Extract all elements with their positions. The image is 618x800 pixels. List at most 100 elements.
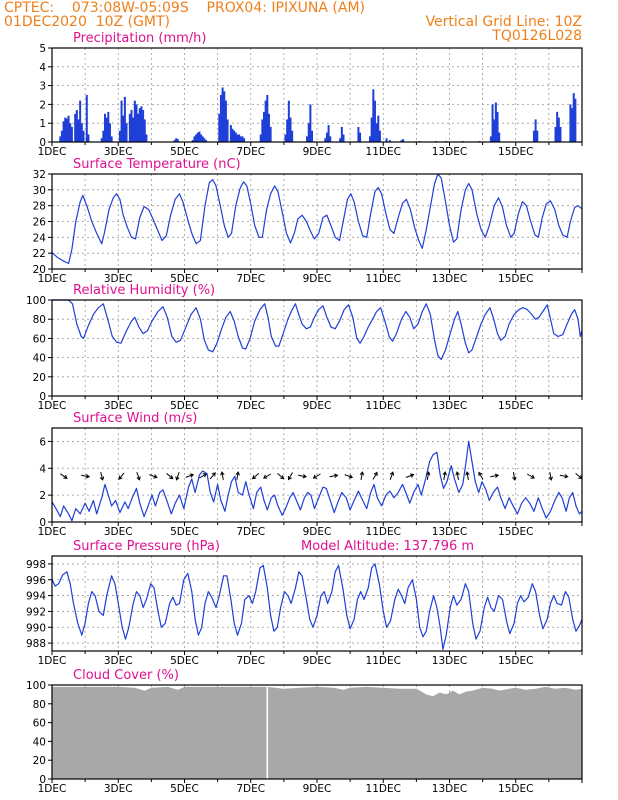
temperature-line <box>51 173 583 265</box>
wind-arrow <box>209 472 216 480</box>
precipitation-bar <box>372 89 375 142</box>
temperature-frame <box>51 173 583 270</box>
precipitation-bar <box>132 117 135 142</box>
precipitation-bar <box>359 132 362 142</box>
precipitation-bar <box>291 130 294 142</box>
precipitation-bar <box>238 134 241 142</box>
precipitation-bar <box>311 130 314 142</box>
wind-arrow <box>118 472 125 480</box>
humidity-ytick-label: 40 <box>33 353 46 365</box>
wind-arrow <box>575 473 583 480</box>
temperature-xtick-label: 11DEC <box>366 273 401 285</box>
precipitation-bar <box>496 111 499 142</box>
pressure-ytick-label: 998 <box>26 559 46 571</box>
precipitation-bar <box>118 130 121 142</box>
wind-xtick-label: 11DEC <box>366 526 401 538</box>
precipitation-bar <box>102 130 105 142</box>
cloud-xtick-label: 3DEC <box>104 783 133 795</box>
temperature-xtick-label: 1DEC <box>38 273 67 285</box>
wind-arrow <box>372 471 378 480</box>
precipitation-bar <box>65 118 68 142</box>
precipitation-bar <box>224 100 227 142</box>
wind-ytick-label: 0 <box>39 517 46 529</box>
precipitation-bar <box>264 100 267 142</box>
humidity-xtick-label: 13DEC <box>432 400 467 412</box>
wind-xtick-label: 9DEC <box>303 526 332 538</box>
wind-arrow <box>490 473 500 478</box>
wind-arrow <box>175 472 180 481</box>
precipitation-bar <box>137 113 140 142</box>
precipitation-bar <box>60 130 63 142</box>
cloud-ytick-label: 40 <box>33 736 46 748</box>
precipitation-bar <box>221 87 224 142</box>
precipitation-bar <box>226 119 229 142</box>
wind-xtick-label: 1DEC <box>38 526 67 538</box>
wind-arrow <box>199 473 208 479</box>
precipitation-bar <box>287 100 290 142</box>
cloud-area <box>52 686 582 779</box>
precipitation-bar <box>269 126 272 142</box>
precipitation-bar <box>74 113 77 142</box>
precipitation-bar <box>286 119 289 142</box>
humidity-xtick-label: 7DEC <box>236 400 265 412</box>
precipitation-bar <box>195 134 198 142</box>
precipitation-bar <box>241 136 244 142</box>
pressure-ytick-label: 994 <box>26 591 46 603</box>
precipitation-bar <box>67 115 70 142</box>
wind-ytick-label: 6 <box>39 436 46 448</box>
wind-xtick-label: 7DEC <box>236 526 265 538</box>
precipitation-bar <box>107 111 110 142</box>
precipitation-bar <box>388 140 391 142</box>
precipitation-bar <box>108 123 111 142</box>
humidity-panel: Relative Humidity (%) 0 20 40 60 80 100 1DEC 3DE… <box>26 283 583 412</box>
precipitation-bar <box>571 108 574 142</box>
precipitation-bar <box>85 95 88 142</box>
humidity-xtick-label: 1DEC <box>38 400 67 412</box>
precipitation-bar <box>309 104 312 142</box>
pressure-ytick-label: 992 <box>26 606 46 618</box>
wind-arrow <box>185 473 195 478</box>
precipitation-bar <box>373 100 376 142</box>
precipitation-bar <box>229 125 232 142</box>
precipitation-bar <box>324 138 327 142</box>
precipitation-bar <box>493 119 496 142</box>
precipitation-xtick-label: 3DEC <box>104 146 133 158</box>
precipitation-bar <box>123 96 126 142</box>
precipitation-bar <box>385 138 388 142</box>
precipitation-bar <box>64 117 67 142</box>
precipitation-bar <box>325 132 328 142</box>
wind-xtick-label: 15DEC <box>498 526 533 538</box>
precipitation-xtick-label: 11DEC <box>366 146 401 158</box>
precipitation-xtick-label: 7DEC <box>236 146 265 158</box>
precipitation-xtick-label: 15DEC <box>498 146 533 158</box>
cloud-ytick-label: 20 <box>33 755 46 767</box>
temperature-ytick-label: 30 <box>33 185 46 197</box>
precipitation-bar <box>191 140 194 142</box>
pressure-xtick-label: 1DEC <box>38 655 67 667</box>
precipitation-bar <box>75 110 78 142</box>
precipitation-bar <box>234 132 237 142</box>
temperature-ytick-label: 22 <box>33 248 46 260</box>
precipitation-bar <box>133 100 136 142</box>
precipitation-bar <box>329 136 332 142</box>
precipitation-bar <box>263 111 265 142</box>
wind-arrow <box>478 471 484 480</box>
temperature-ytick-label: 26 <box>33 217 47 229</box>
temperature-ytick-label: 32 <box>33 169 46 181</box>
pressure-xtick-label: 11DEC <box>366 655 401 667</box>
header-location: CPTEC: 073:08W-05:09S PROX04: IPIXUNA (A… <box>4 0 366 16</box>
header-date: 01DEC2020 10Z (GMT) <box>4 14 171 30</box>
precipitation-bar <box>138 108 141 142</box>
precipitation-frame <box>51 47 583 143</box>
precipitation-bar <box>402 139 405 142</box>
wind-arrow <box>81 474 91 479</box>
pressure-extra-label: Model Altitude: 137.796 m <box>301 539 474 554</box>
precipitation-bar <box>69 123 72 142</box>
precipitation-bar <box>266 95 269 142</box>
precipitation-bar <box>233 130 236 142</box>
temperature-xtick-label: 3DEC <box>104 273 133 285</box>
precipitation-bar <box>536 130 539 142</box>
wind-arrow <box>425 471 431 480</box>
precipitation-bar <box>62 121 65 142</box>
